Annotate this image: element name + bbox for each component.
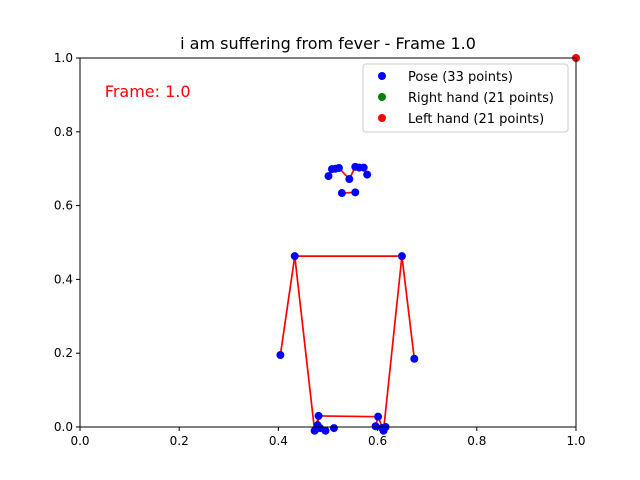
legend-label: Pose (33 points) [408,70,513,85]
x-tick-label: 0.4 [269,434,288,448]
scatter-point [397,252,406,261]
x-tick-label: 0.0 [70,434,89,448]
pose-connection-line [279,255,296,356]
y-tick-label: 0.6 [54,199,73,213]
scatter-point [290,252,299,261]
pose-connection-line [401,255,416,360]
legend: Pose (33 points) Right hand (21 points) Le… [362,63,569,133]
pose-connection-line [293,255,316,427]
legend-marker [378,114,386,122]
chart-title: i am suffering from fever - Frame 1.0 [180,34,476,53]
data-markers [276,54,580,435]
scatter-point [337,189,346,198]
pose-connection-line [383,255,403,427]
scatter-point [359,163,368,172]
y-tick-label: 0.0 [54,420,73,434]
y-tick-label: 0.2 [54,346,73,360]
x-axis: 0.0 0.2 0.4 0.6 0.8 1.0 [70,427,586,448]
y-axis: 0.0 0.2 0.4 0.6 0.8 1.0 [54,51,80,434]
y-tick-label: 0.4 [54,272,73,286]
x-tick-label: 0.6 [368,434,387,448]
scatter-point [410,354,419,363]
scatter-point [363,170,372,179]
x-tick-label: 0.2 [170,434,189,448]
legend-label: Right hand (21 points) [408,91,554,106]
scatter-point [345,175,354,184]
frame-annotation: Frame: 1.0 [105,82,191,101]
scatter-point [310,426,319,435]
scatter-point [374,412,383,421]
legend-label: Left hand (21 points) [408,112,544,127]
scatter-point [324,172,333,181]
scatter-point [276,351,285,360]
y-tick-label: 1.0 [54,51,73,65]
scatter-point [379,426,388,435]
x-tick-label: 0.8 [467,434,486,448]
scatter-point [327,165,336,174]
scatter-point [351,188,360,197]
legend-marker [378,72,386,80]
plot-frame [79,57,577,428]
pose-connection-line [317,415,379,418]
legend-box [362,63,569,133]
y-tick-label: 0.8 [54,125,73,139]
scatter-point [321,426,330,435]
scatter-point [314,411,323,420]
legend-marker [378,93,386,101]
scatter-point [329,424,338,433]
x-tick-label: 1.0 [566,434,585,448]
